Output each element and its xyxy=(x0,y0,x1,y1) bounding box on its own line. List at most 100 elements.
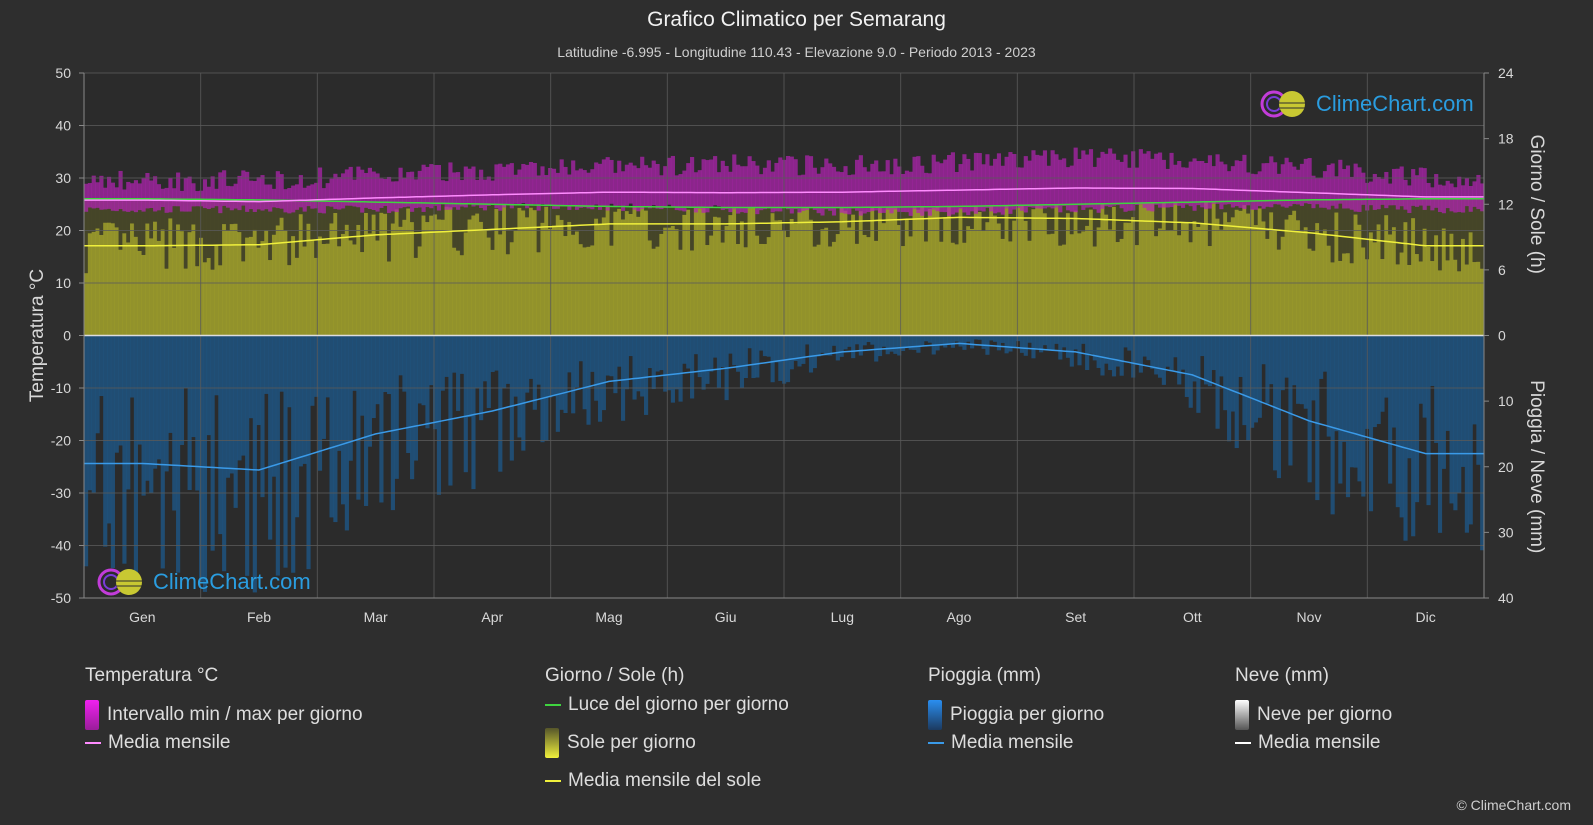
temp-range-bar xyxy=(475,179,480,206)
daylight-bar xyxy=(498,204,503,235)
left-tick-label: -30 xyxy=(51,485,71,501)
daylight-bar xyxy=(513,204,518,231)
rain-bar xyxy=(924,335,929,342)
sun-bar xyxy=(908,236,913,336)
sun-bar xyxy=(149,238,154,336)
sun-bar xyxy=(747,207,752,336)
rain-bar xyxy=(977,335,982,340)
temp-range-bar xyxy=(977,153,982,211)
daylight-bar xyxy=(1380,199,1385,260)
sun-bar xyxy=(1085,225,1090,336)
rain-bar xyxy=(1319,335,1324,379)
sun-bar xyxy=(164,268,169,336)
sun-bar xyxy=(1077,233,1082,336)
sun-bar xyxy=(218,265,223,336)
temp-range-bar xyxy=(206,186,211,209)
temp-range-bar xyxy=(1265,163,1270,207)
temp-range-bar xyxy=(275,171,280,209)
daylight-bar xyxy=(820,207,825,230)
daylight-bar xyxy=(1311,199,1316,251)
sun-bar xyxy=(375,240,380,336)
sun-bar xyxy=(325,243,330,336)
rain-bar xyxy=(1127,335,1132,351)
rain-bar xyxy=(1177,335,1182,385)
temp-range-bar xyxy=(176,172,181,207)
rain-bar xyxy=(1031,335,1036,359)
rain-bar xyxy=(325,335,330,398)
sun-bar xyxy=(279,217,284,336)
daylight-bar xyxy=(145,198,150,224)
daylight-bar xyxy=(486,204,491,238)
daylight-bar xyxy=(1391,199,1397,228)
temp-range-bar xyxy=(1077,158,1082,206)
daylight-bar xyxy=(1104,203,1109,215)
temp-range-bar xyxy=(1434,174,1439,208)
sun-bar xyxy=(762,244,768,336)
sun-bar xyxy=(317,236,323,336)
rain-mean-line xyxy=(84,342,1484,471)
sun-bar xyxy=(1349,263,1354,336)
rain-bar xyxy=(885,335,890,355)
daylight-bar xyxy=(195,199,200,267)
rain-bar xyxy=(1238,335,1243,377)
temp-range-bar xyxy=(413,179,418,208)
temp-range-bar xyxy=(939,163,944,212)
legend-rain-head: Pioggia (mm) xyxy=(928,665,1041,686)
daylight-bar xyxy=(256,199,261,248)
rain-bar xyxy=(444,335,449,377)
rain-bar xyxy=(958,335,963,347)
daylight-bar xyxy=(609,206,614,246)
sun-bar xyxy=(1223,212,1228,336)
daylight-bar xyxy=(628,206,633,214)
daylight-bar xyxy=(613,206,618,212)
sun-bar xyxy=(302,246,307,336)
daylight-bar xyxy=(705,207,710,246)
temp-range-bar xyxy=(1330,163,1335,206)
rain-bar xyxy=(839,335,844,357)
rain-bar xyxy=(505,335,511,384)
rain-bar xyxy=(1039,335,1044,353)
temp-range-bar xyxy=(908,171,913,216)
daylight-bar xyxy=(187,199,192,233)
temp-range-bar xyxy=(594,162,599,205)
temp-range-bar xyxy=(1418,167,1423,206)
rain-bar xyxy=(877,335,883,357)
sun-bar xyxy=(1288,214,1293,336)
sun-bar xyxy=(831,241,837,336)
rain-bar xyxy=(1131,335,1136,378)
rain-bar xyxy=(812,335,817,369)
rain-bar xyxy=(118,335,123,446)
temp-range-bar xyxy=(433,165,438,206)
temp-range-bar xyxy=(133,180,138,213)
rain-bar xyxy=(459,335,465,374)
rain-bar xyxy=(429,335,434,386)
sun-bar xyxy=(1031,209,1036,336)
rain-bar xyxy=(1414,335,1420,503)
temp-range-bar xyxy=(1307,158,1312,205)
rain-bar xyxy=(824,335,829,356)
temp-range-bar xyxy=(1384,171,1389,209)
rain-bar xyxy=(329,335,334,518)
sun-bar xyxy=(1242,205,1247,336)
sun-bar xyxy=(206,257,211,336)
daylight-bar xyxy=(302,200,307,247)
rain-bar xyxy=(149,335,154,493)
sun-bar xyxy=(229,224,234,336)
daylight-bar xyxy=(306,200,311,224)
legend-snow-head: Neve (mm) xyxy=(1235,665,1329,686)
daylight-bar xyxy=(981,205,986,231)
temp-range-bar xyxy=(1238,161,1243,208)
temp-range-bar xyxy=(655,164,660,209)
sun-bar xyxy=(340,233,346,336)
rain-bar xyxy=(693,335,698,355)
rain-bar xyxy=(463,335,468,473)
temp-range-bar xyxy=(1150,158,1155,212)
temp-range-bar xyxy=(329,178,334,207)
sun-bar xyxy=(1388,234,1393,336)
rain-bar xyxy=(287,335,292,408)
temp-range-bar xyxy=(1123,154,1128,212)
right-tick-label: 40 xyxy=(1498,590,1514,606)
temp-range-bar xyxy=(854,159,860,211)
rain-bar xyxy=(962,335,967,350)
daylight-bar xyxy=(271,200,277,235)
